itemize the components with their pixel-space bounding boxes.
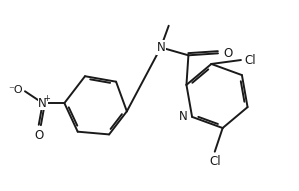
Text: O: O (34, 129, 43, 142)
Text: +: + (43, 94, 50, 103)
Text: ⁻O: ⁻O (8, 85, 23, 95)
Text: O: O (223, 47, 232, 60)
Text: N: N (38, 97, 47, 110)
Text: N: N (179, 110, 187, 123)
Text: Cl: Cl (209, 155, 221, 168)
Text: Cl: Cl (245, 53, 257, 66)
Text: N: N (156, 41, 165, 54)
